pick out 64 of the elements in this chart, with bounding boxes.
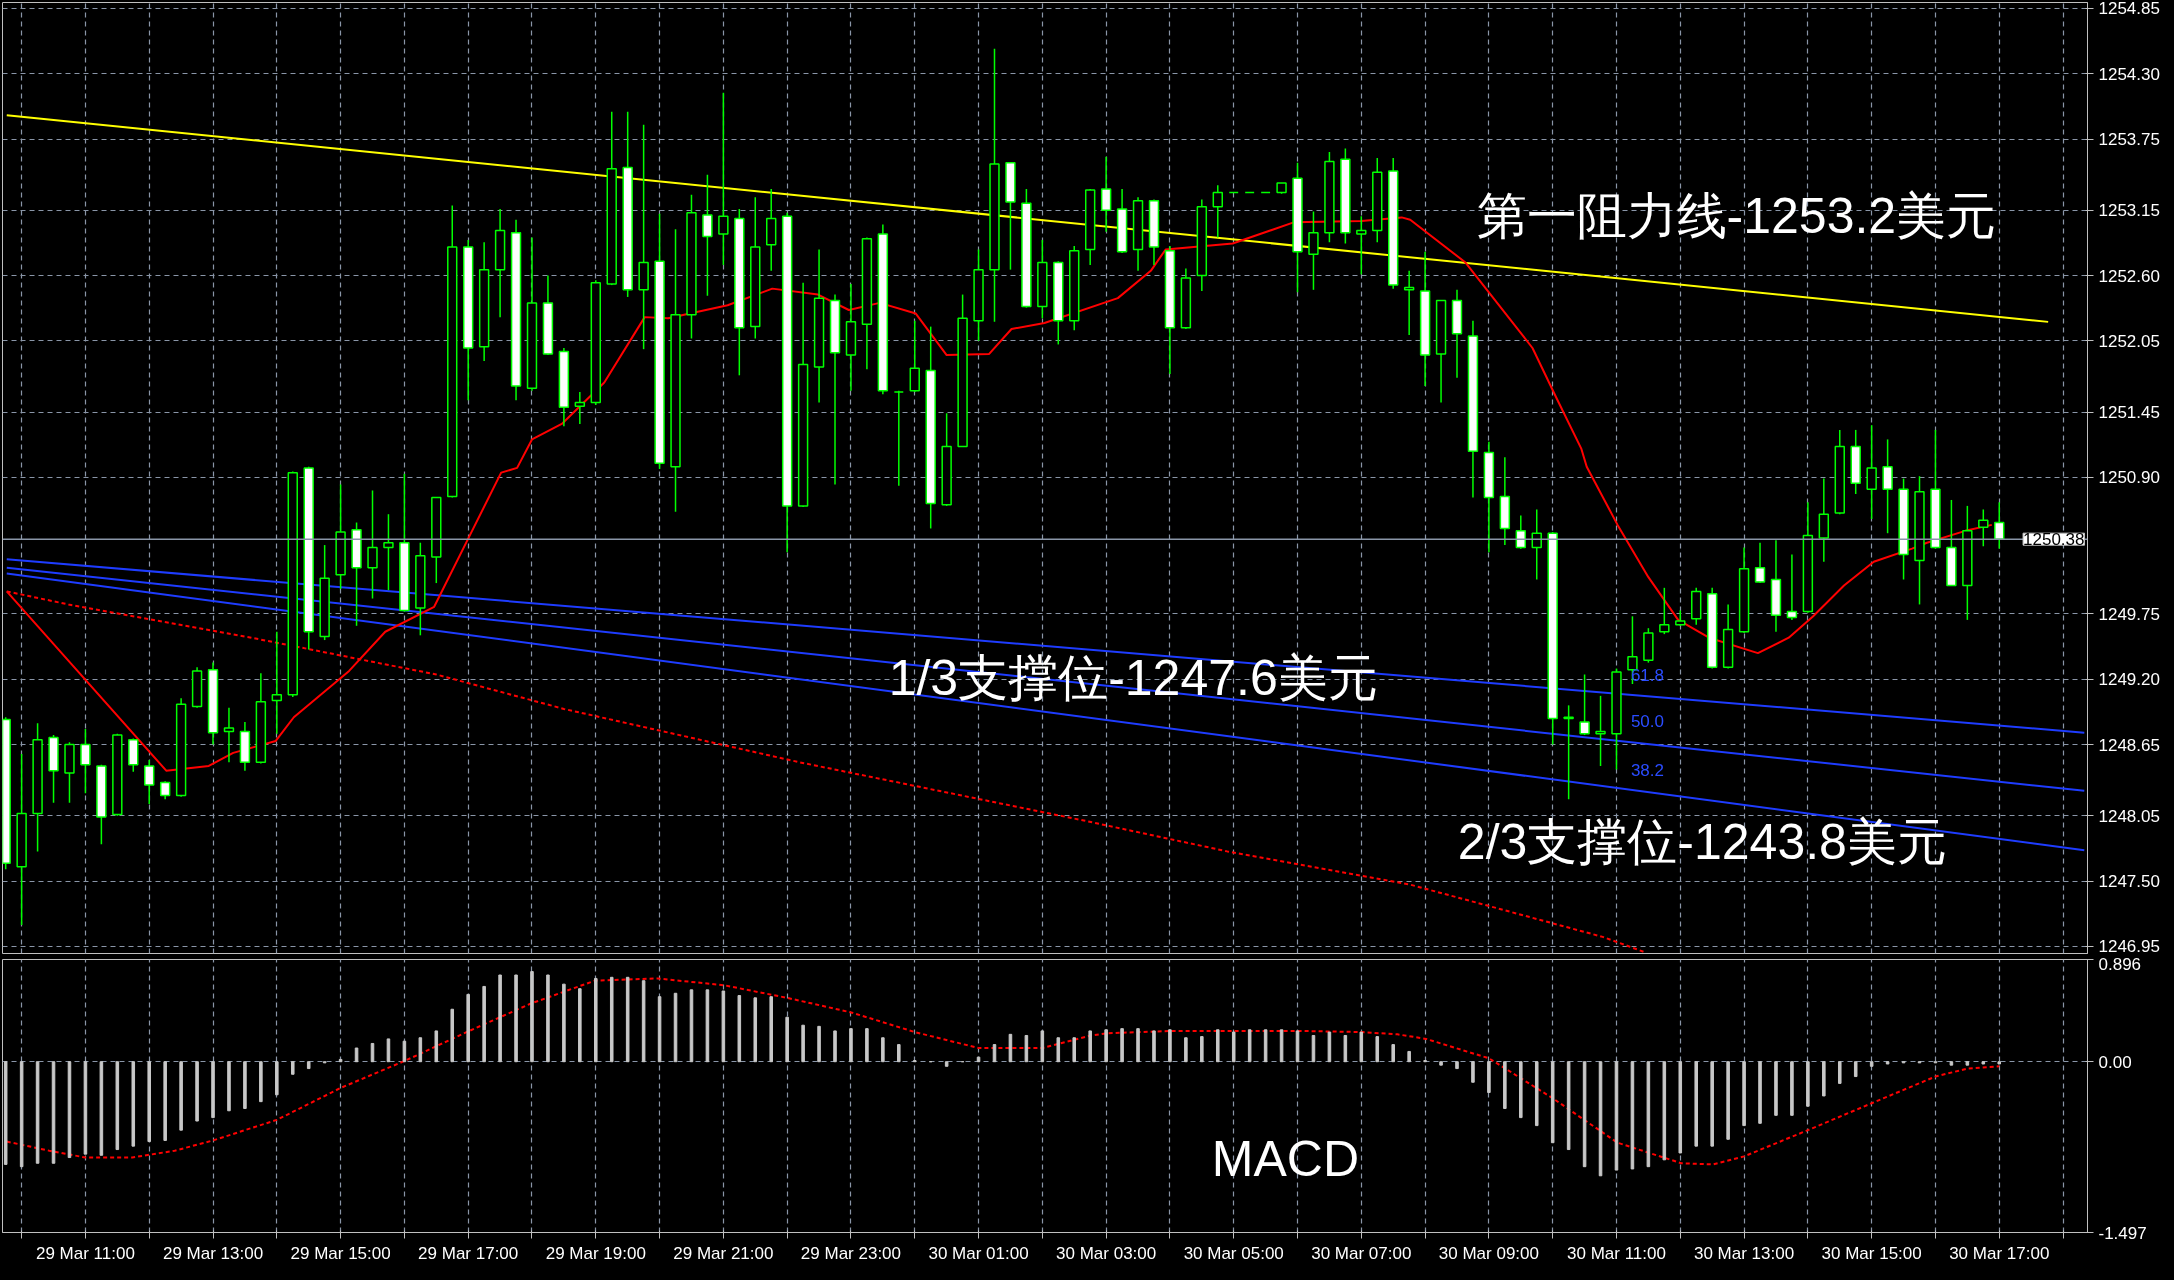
candlestick — [1356, 215, 1367, 276]
candlestick — [702, 173, 713, 297]
candlestick — [1579, 673, 1590, 736]
x-tick-label: 30 Mar 15:00 — [1821, 1243, 1922, 1263]
candlestick — [1100, 156, 1112, 233]
x-tick-label: 30 Mar 07:00 — [1311, 1243, 1412, 1263]
y-tick-label: 1251.45 — [2098, 403, 2160, 423]
x-tick-label: 29 Mar 15:00 — [290, 1243, 391, 1263]
y-tick-label: 0.896 — [2098, 954, 2142, 974]
y-tick-label: 1252.05 — [2098, 331, 2160, 351]
candlestick — [367, 489, 378, 600]
y-tick-label: 1252.60 — [2098, 266, 2160, 286]
candlestick — [80, 728, 91, 794]
candlestick — [1403, 270, 1415, 336]
y-tick-label: 1254.85 — [2098, 0, 2160, 19]
y-tick-label: 0.00 — [2098, 1052, 2132, 1072]
candlestick — [383, 513, 394, 591]
candlestick — [1754, 541, 1766, 584]
x-tick-label: 30 Mar 11:00 — [1567, 1243, 1666, 1263]
candlestick — [1212, 184, 1223, 239]
x-tick-label: 29 Mar 13:00 — [162, 1243, 264, 1263]
y-tick-label: 1247.50 — [2098, 872, 2160, 892]
candlestick — [909, 319, 920, 393]
x-tick-label: 30 Mar 05:00 — [1183, 1243, 1284, 1263]
y-tick-label: 1246.95 — [2098, 937, 2160, 957]
y-tick-label: 1254.30 — [2098, 64, 2160, 84]
candlestick — [1659, 587, 1670, 635]
y-tick-label: 1250.90 — [2098, 468, 2160, 488]
x-tick-label: 29 Mar 17:00 — [418, 1243, 519, 1263]
x-tick-label: 29 Mar 19:00 — [545, 1243, 646, 1263]
candlestick — [1882, 438, 1893, 534]
x-tick-label: 29 Mar 11:00 — [35, 1243, 135, 1263]
y-tick-label: 1248.65 — [2098, 735, 2160, 755]
candlestick — [718, 91, 729, 266]
annotation: 38.2 — [1630, 760, 1664, 780]
candlestick — [574, 391, 586, 425]
x-tick-label: 30 Mar 03:00 — [1056, 1243, 1157, 1263]
y-tick-label: 1253.75 — [2098, 130, 2160, 150]
x-tick-label: 29 Mar 21:00 — [673, 1243, 774, 1263]
x-tick-label: 29 Mar 23:00 — [800, 1243, 902, 1263]
annotation: 2/3支撑位-1243.8美元 — [1457, 814, 1947, 871]
y-tick-label: 1249.75 — [2098, 604, 2160, 624]
candlestick — [1563, 704, 1574, 800]
x-tick-label: 30 Mar 13:00 — [1693, 1243, 1795, 1263]
x-tick-label: 30 Mar 17:00 — [1949, 1243, 2050, 1263]
y-tick-label: -1.497 — [2098, 1223, 2147, 1243]
y-tick-label: 1253.15 — [2098, 201, 2160, 221]
candlestick — [1786, 553, 1798, 621]
candlestick — [1866, 424, 1877, 520]
annotation: MACD — [1211, 1130, 1360, 1187]
candlestick — [1978, 508, 1989, 548]
candlestick — [1595, 695, 1606, 767]
candlestick — [271, 631, 283, 735]
x-tick-label: 30 Mar 09:00 — [1438, 1243, 1539, 1263]
candlestick — [1308, 210, 1319, 291]
candlestick — [144, 759, 155, 805]
y-tick-label: 1248.05 — [2098, 806, 2160, 826]
y-tick-label: 1249.20 — [2098, 670, 2160, 690]
annotation: 第一阻力线-1253.2美元 — [1476, 188, 1997, 245]
x-tick-label: 30 Mar 01:00 — [928, 1243, 1029, 1263]
annotation: 50.0 — [1630, 712, 1664, 732]
ref-line-label: 1250.38 — [2023, 530, 2085, 550]
candlestick — [223, 706, 235, 764]
candlestick — [1818, 477, 1830, 563]
